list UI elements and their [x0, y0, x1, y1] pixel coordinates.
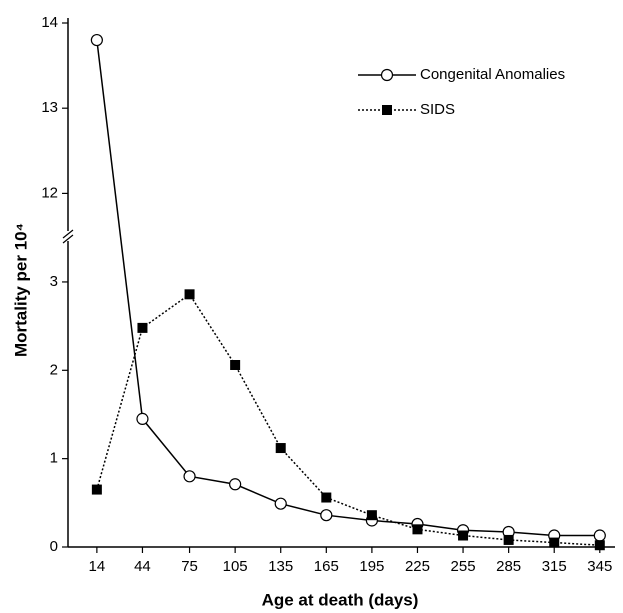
point: [366, 510, 377, 521]
x-tick-label: 44: [134, 558, 151, 575]
x-tick-label: 225: [405, 558, 430, 575]
y-axis-title: Mortality per 10⁴: [11, 223, 30, 357]
x-tick-label: 345: [587, 558, 612, 575]
legend-label: Congenital Anomalies: [420, 66, 565, 83]
y-tick-label: 3: [50, 273, 58, 290]
point: [274, 497, 287, 510]
point: [593, 529, 606, 542]
y-tick-label: 14: [41, 14, 58, 31]
point: [503, 534, 514, 545]
y-tick-label: 12: [41, 184, 58, 201]
point: [275, 443, 286, 454]
point: [412, 524, 423, 535]
series-line: [96, 39, 600, 537]
point: [230, 359, 241, 370]
point: [458, 530, 469, 541]
y-tick-label: 1: [50, 450, 58, 467]
point: [137, 322, 148, 333]
legend-marker: [380, 68, 394, 82]
point: [91, 484, 102, 495]
point: [229, 478, 242, 491]
x-tick-label: 105: [223, 558, 248, 575]
x-tick-label: 195: [359, 558, 384, 575]
series-line: [96, 293, 600, 546]
point: [90, 33, 103, 47]
point: [594, 540, 605, 551]
point: [321, 492, 332, 503]
point: [183, 470, 196, 483]
point: [320, 509, 333, 522]
y-tick-label: 13: [41, 99, 58, 116]
y-tick-label: 0: [50, 538, 58, 555]
point: [549, 537, 560, 548]
x-tick-label: 75: [181, 558, 198, 575]
axis-break: [62, 229, 74, 244]
point: [136, 412, 149, 425]
legend-label: SIDS: [420, 101, 455, 118]
x-tick-label: 135: [268, 558, 293, 575]
x-tick-label: 315: [542, 558, 567, 575]
x-tick-label: 165: [314, 558, 339, 575]
legend-marker: [382, 105, 392, 115]
point: [184, 289, 195, 300]
x-tick-label: 14: [89, 558, 106, 575]
y-tick-label: 2: [50, 361, 58, 378]
x-axis-title: Age at death (days): [262, 590, 419, 609]
x-tick-label: 285: [496, 558, 521, 575]
x-tick-label: 255: [451, 558, 476, 575]
